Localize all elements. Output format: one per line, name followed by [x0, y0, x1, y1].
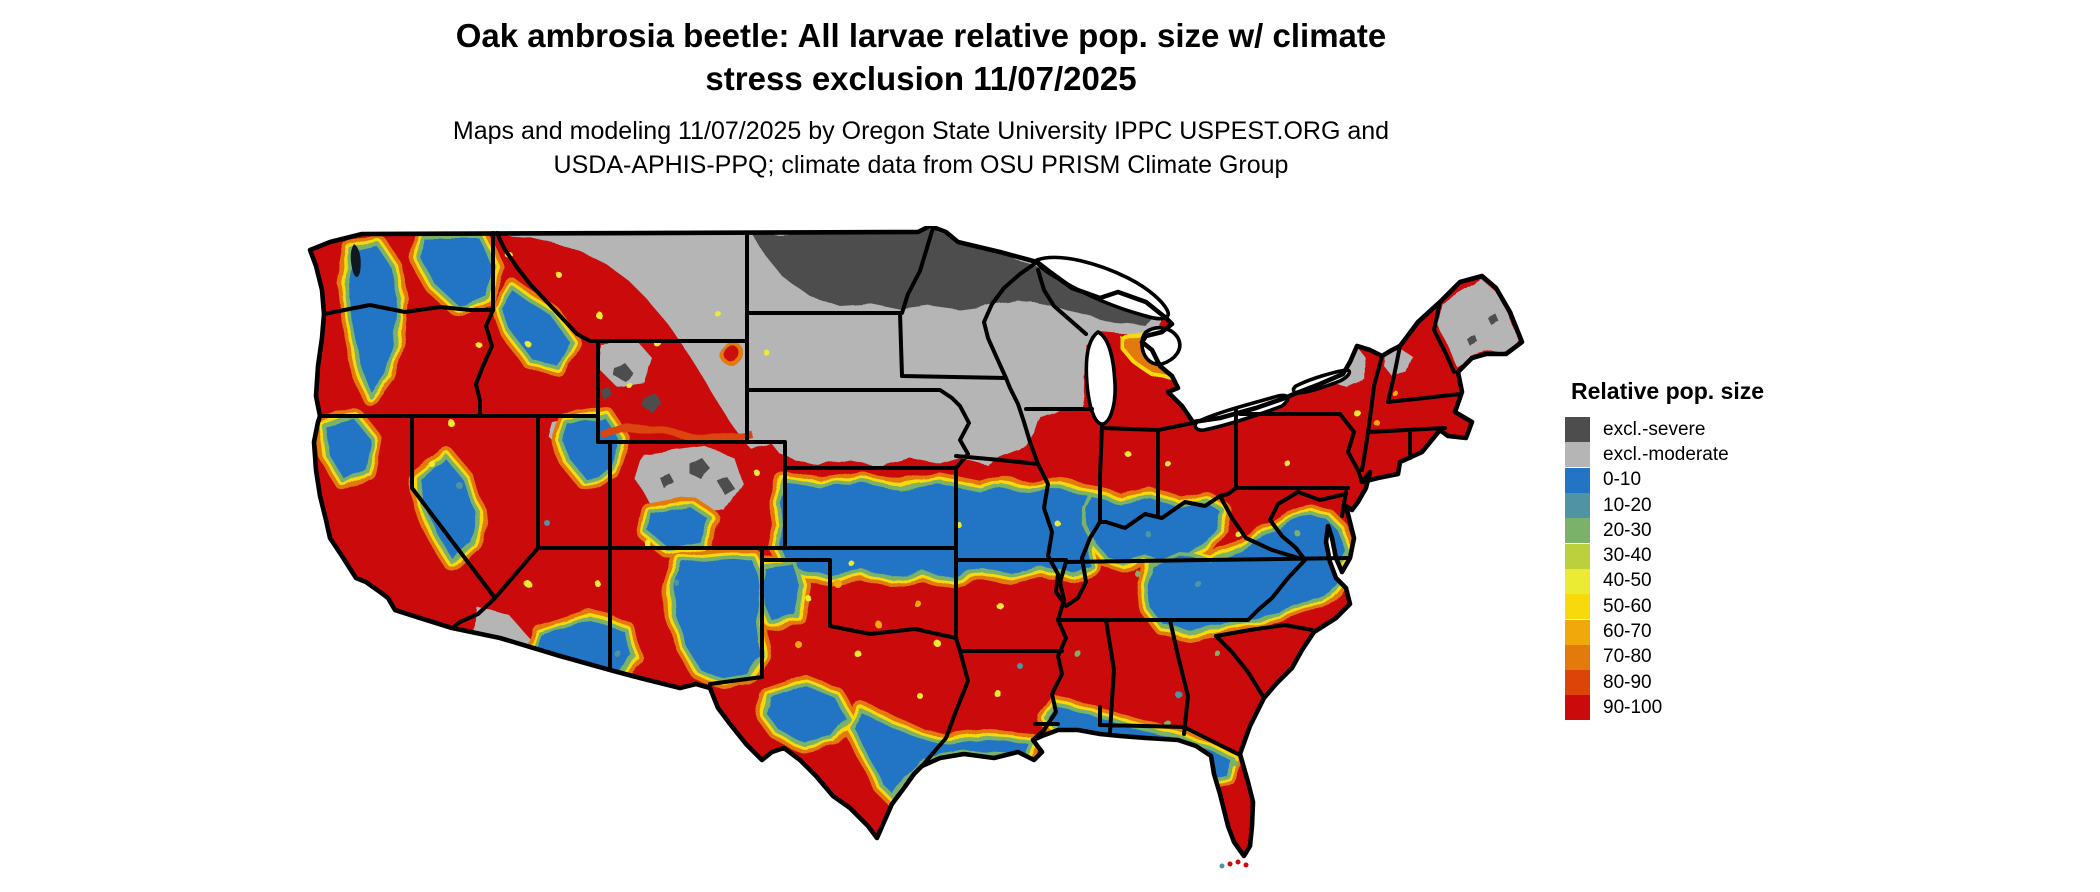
legend-swatch: [1565, 619, 1590, 645]
legend-item: excl.-moderate: [1565, 442, 1865, 468]
us-choropleth-map: [300, 226, 1540, 869]
legend-item: 90-100: [1565, 695, 1865, 721]
legend-label: excl.-severe: [1603, 418, 1706, 440]
florida-keys: [1219, 859, 1249, 869]
legend-label: 40-50: [1603, 570, 1652, 592]
map-title-line2: stress exclusion 11/07/2025: [705, 60, 1137, 97]
legend-label: excl.-moderate: [1603, 443, 1729, 465]
legend-swatch: [1565, 644, 1590, 670]
figure-header: Oak ambrosia beetle: All larvae relative…: [0, 14, 1842, 182]
legend-swatch: [1565, 442, 1590, 468]
legend-items: excl.-severe excl.-moderate 0-10 10-20 20-30…: [1565, 417, 1865, 721]
legend-swatch: [1565, 518, 1590, 544]
legend-item: excl.-severe: [1565, 417, 1865, 443]
legend-item: 50-60: [1565, 594, 1865, 620]
map-subtitle-line1: Maps and modeling 11/07/2025 by Oregon S…: [452, 117, 1390, 145]
map-subtitle-line2: USDA-APHIS-PPQ; climate data from OSU PR…: [553, 151, 1289, 179]
legend-swatch: [1565, 493, 1590, 519]
legend-item: 0-10: [1565, 467, 1865, 493]
legend-swatch: [1565, 670, 1590, 696]
legend-title: Relative pop. size: [1571, 378, 1765, 404]
legend-item: 10-20: [1565, 493, 1865, 519]
legend-label: 0-10: [1603, 469, 1642, 491]
lake-michigan: [1084, 330, 1117, 426]
legend-label: 50-60: [1603, 595, 1652, 617]
state-borders: [318, 226, 1462, 768]
legend: Relative pop. size excl.-severe excl.-mod…: [1565, 378, 1865, 721]
legend-item: 40-50: [1565, 568, 1865, 594]
legend-label: 70-80: [1603, 646, 1652, 668]
legend-swatch: [1565, 695, 1590, 721]
legend-item: 60-70: [1565, 619, 1865, 645]
legend-swatch: [1565, 417, 1590, 443]
map-subtitle: Maps and modeling 11/07/2025 by Oregon S…: [0, 114, 1842, 182]
map-title: Oak ambrosia beetle: All larvae relative…: [0, 14, 1842, 100]
puget-sound: [350, 244, 361, 277]
legend-label: 90-100: [1603, 696, 1663, 718]
map-title-line1: Oak ambrosia beetle: All larvae relative…: [455, 17, 1387, 54]
legend-swatch: [1565, 543, 1590, 569]
legend-item: 70-80: [1565, 644, 1865, 670]
legend-item: 30-40: [1565, 543, 1865, 569]
legend-item: 20-30: [1565, 518, 1865, 544]
legend-swatch: [1565, 594, 1590, 620]
legend-label: 10-20: [1603, 494, 1652, 516]
legend-swatch: [1565, 568, 1590, 594]
legend-label: 30-40: [1603, 545, 1652, 567]
legend-label: 80-90: [1603, 671, 1652, 693]
legend-label: 20-30: [1603, 519, 1652, 541]
legend-item: 80-90: [1565, 670, 1865, 696]
legend-label: 60-70: [1603, 621, 1652, 643]
legend-swatch: [1565, 467, 1590, 493]
